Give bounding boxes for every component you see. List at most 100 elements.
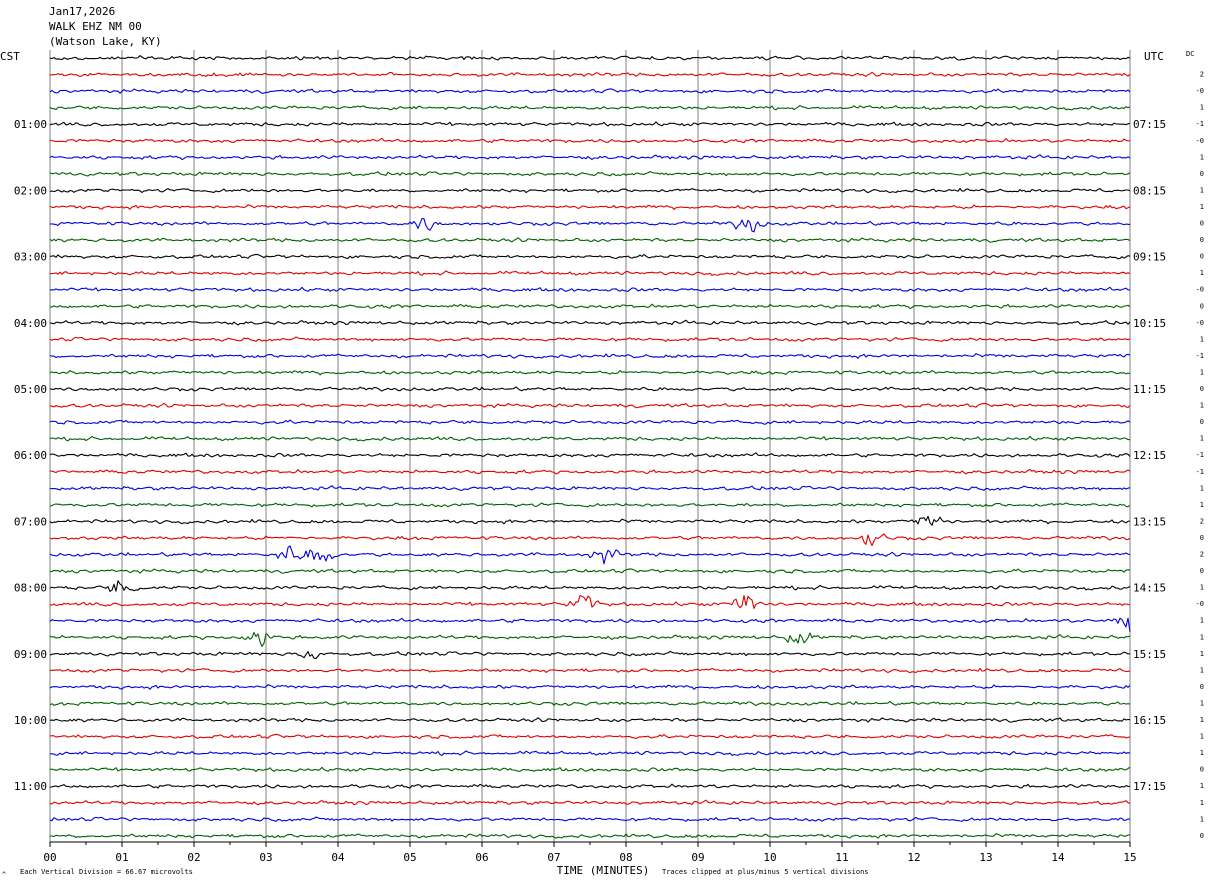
seismic-trace [49, 286, 1131, 293]
time-labels: 00 01 02 03 04 05 06 07 08 09 10 11 12 13 14 1501:0002:… [14, 71, 1204, 864]
left-hour-label: 05:00 [14, 383, 47, 396]
x-tick-label: 13 [979, 851, 992, 864]
seismic-trace [49, 353, 1131, 359]
seismic-trace [49, 733, 1131, 740]
dc-offset-value: 1 [1200, 799, 1204, 807]
seismic-trace [49, 435, 1130, 442]
seismic-trace [49, 187, 1131, 194]
seismic-trace [49, 402, 1131, 409]
right-hour-label: 08:15 [1133, 184, 1166, 197]
dc-offset-value: 1 [1200, 699, 1204, 707]
seismic-trace [49, 452, 1131, 458]
left-hour-label: 07:00 [14, 515, 47, 528]
x-tick-label: 04 [331, 851, 345, 864]
dc-offset-value: 1 [1200, 666, 1204, 674]
dc-offset-value: 1 [1200, 633, 1204, 641]
seismic-trace [49, 253, 1131, 260]
seismic-trace [49, 667, 1131, 674]
x-tick-label: 01 [115, 851, 128, 864]
seismic-trace [49, 386, 1131, 392]
left-hour-label: 01:00 [14, 118, 47, 131]
seismic-trace [49, 766, 1131, 773]
dc-offset-value: 1 [1200, 368, 1204, 376]
right-hour-label: 12:15 [1133, 449, 1166, 462]
dc-offset-value: -1 [1196, 451, 1204, 459]
left-hour-label: 08:00 [14, 582, 47, 595]
seismic-trace [49, 833, 1131, 839]
seismic-trace [49, 137, 1131, 144]
left-hour-label: 04:00 [14, 317, 47, 330]
dc-offset-value: 0 [1200, 253, 1204, 261]
dc-offset-value: 1 [1200, 484, 1204, 492]
seismic-trace [49, 485, 1131, 492]
left-hour-label: 11:00 [14, 780, 47, 793]
dc-offset-value: 1 [1200, 782, 1204, 790]
left-timezone-label: CST [0, 50, 20, 63]
dc-offset-value: 1 [1200, 617, 1204, 625]
dc-offset-value: 0 [1200, 832, 1204, 840]
right-hour-label: 14:15 [1133, 582, 1166, 595]
left-hour-label: 09:00 [14, 648, 47, 661]
dc-offset-value: 1 [1200, 716, 1204, 724]
dc-offset-value: -0 [1196, 600, 1204, 608]
dc-offset-value: 1 [1200, 269, 1204, 277]
x-tick-label: 07 [547, 851, 560, 864]
x-tick-label: 15 [1123, 851, 1136, 864]
x-tick-label: 03 [259, 851, 272, 864]
seismic-trace [49, 617, 1131, 632]
dc-offset-value: -0 [1196, 319, 1204, 327]
right-hour-label: 09:15 [1133, 251, 1166, 264]
seismic-trace [49, 336, 1131, 342]
seismic-trace [49, 204, 1131, 210]
seismic-trace [49, 419, 1131, 425]
station-label: WALK EHZ NM 00 [49, 20, 142, 33]
dc-offset-value: 2 [1200, 517, 1204, 525]
dc-offset-value: 1 [1200, 815, 1204, 823]
seismic-trace [49, 319, 1131, 326]
seismic-trace [49, 121, 1131, 127]
seismic-trace [49, 71, 1131, 78]
right-hour-label: 07:15 [1133, 118, 1166, 131]
x-tick-label: 06 [475, 851, 488, 864]
dc-offset-value: 0 [1200, 683, 1204, 691]
dc-offset-value: 0 [1200, 385, 1204, 393]
right-timezone-label: UTC [1144, 50, 1164, 63]
dc-offset-value: 0 [1200, 220, 1204, 228]
right-hour-label: 17:15 [1133, 780, 1166, 793]
dc-offset-value: 0 [1200, 766, 1204, 774]
dc-offset-value: 2 [1200, 71, 1204, 79]
date-label: Jan17,2026 [49, 5, 116, 18]
seismic-trace [49, 170, 1131, 177]
seismic-trace [49, 631, 1131, 647]
x-axis-title: TIME (MINUTES) [557, 864, 650, 877]
seismic-trace [49, 469, 1131, 475]
right-hour-label: 15:15 [1133, 648, 1166, 661]
dc-offset-value: 1 [1200, 650, 1204, 658]
seismic-traces [49, 55, 1131, 839]
dc-offset-value: -0 [1196, 87, 1204, 95]
seismic-trace [49, 533, 1131, 547]
seismic-trace [49, 104, 1131, 111]
left-hour-label: 03:00 [14, 251, 47, 264]
x-tick-label: 10 [763, 851, 776, 864]
dc-offset-value: 1 [1200, 749, 1204, 757]
seismic-trace [49, 88, 1131, 94]
dc-offset-value: 1 [1200, 153, 1204, 161]
dc-offset-value: 0 [1200, 302, 1204, 310]
dc-offset-value: 0 [1200, 170, 1204, 178]
dc-offset-value: -0 [1196, 286, 1204, 294]
x-tick-label: 09 [691, 851, 704, 864]
x-tick-label: 12 [907, 851, 920, 864]
dc-offset-value: 0 [1200, 534, 1204, 542]
x-tick-label: 02 [187, 851, 200, 864]
dc-offset-value: -1 [1196, 352, 1204, 360]
seismic-trace [49, 545, 1131, 565]
x-tick-label: 08 [619, 851, 632, 864]
seismic-trace [49, 568, 1131, 574]
seismic-trace [50, 750, 1131, 756]
dc-offset-value: 2 [1200, 551, 1204, 559]
left-hour-label: 10:00 [14, 714, 47, 727]
dc-offset-value: 1 [1200, 203, 1204, 211]
seismic-trace [49, 783, 1131, 789]
